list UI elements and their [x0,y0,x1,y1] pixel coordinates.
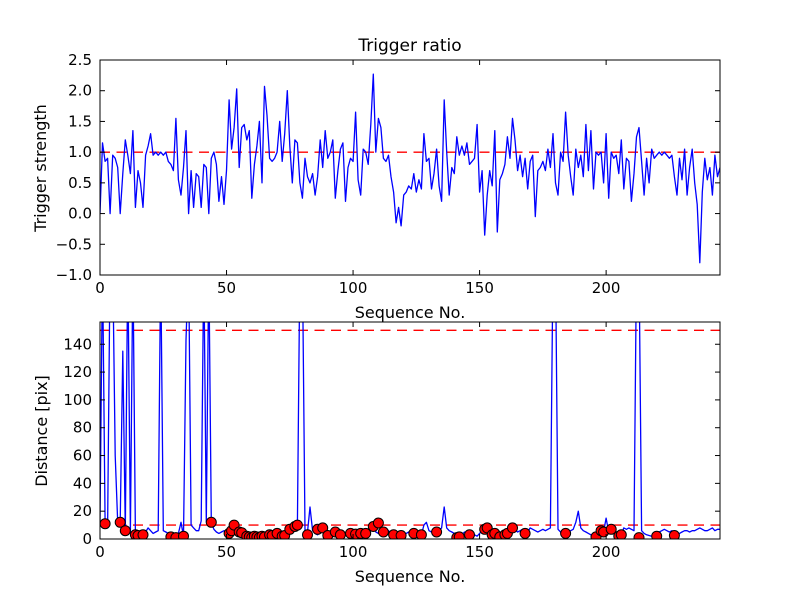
detected-points-marker [205,516,217,528]
y-tick-label: 0.0 [68,205,92,223]
x-tick-label: 50 [217,279,236,297]
detected-points-marker [415,529,427,539]
x-tick-label: 200 [592,543,621,561]
detected-points-marker [519,527,531,539]
detected-points-marker [360,527,372,539]
x-tick-label: 0 [95,543,105,561]
distance-axes: 0 50 100 150 200 0 20 40 60 80 100 120 140 [63,321,721,561]
detected-points-marker [114,516,126,528]
detected-points-marker [431,526,443,538]
chart-title: Trigger ratio [357,36,461,56]
bottom-y-axis-label: Distance [pix] [32,375,51,487]
y-tick-label: 60 [73,447,92,465]
detected-points-marker [507,522,518,534]
y-tick-label: −1.0 [56,266,92,284]
x-tick-label: 50 [217,543,236,561]
detected-points-marker [100,518,111,530]
x-tick-label: 150 [465,279,494,297]
axes-frame [99,59,721,276]
detected-points-marker [560,527,572,539]
y-tick-label: 1.0 [68,143,92,161]
axes-frame [99,321,721,540]
detected-points-marker [119,525,131,537]
detected-points-marker [317,522,329,534]
detected-points-marker [178,530,189,539]
detected-points-marker [633,532,645,539]
x-tick-label: 150 [465,543,494,561]
trigger-strength-line [100,73,720,264]
detected-points-marker [377,526,389,538]
detected-points-marker [334,529,346,539]
y-tick-label: 140 [63,335,92,353]
y-tick-label: 2.0 [68,82,92,100]
trigger-ratio-axes: 0 50 100 150 200 −1.0 −0.5 0.0 0.5 1.0 1.5 2.0 2.5 [56,51,721,297]
detected-points-marker [615,529,627,539]
y-tick-label: 80 [73,419,92,437]
y-tick-label: 40 [73,474,92,492]
plot-area-0 [100,73,720,264]
y-tick-label: −0.5 [56,235,92,253]
x-tick-label: 100 [339,279,368,297]
top-y-axis-label: Trigger strength [31,104,50,233]
top-x-axis-label: Sequence No. [355,303,466,322]
detected-points-marker [291,519,303,531]
detected-points-marker [302,529,313,539]
x-tick-label: 100 [339,543,368,561]
bottom-x-axis-label: Sequence No. [355,567,466,586]
detected-points-marker [453,531,465,539]
detected-points-marker [605,523,617,535]
y-tick-label: 100 [63,391,92,409]
detected-points-marker [668,530,680,539]
y-tick-label: 20 [73,502,92,520]
y-tick-label: 1.5 [68,112,92,130]
y-tick-label: 2.5 [68,51,92,69]
x-tick-label: 0 [95,279,105,297]
y-tick-label: 120 [63,363,92,381]
x-tick-label: 200 [592,279,621,297]
plot-area-1 [100,322,720,539]
y-tick-label: 0.5 [68,174,92,192]
y-tick-label: 0 [82,530,92,548]
detected-points-marker [395,530,407,539]
detected-points-marker [464,529,475,539]
detected-points-marker [651,530,663,539]
detected-points-marker [137,529,149,539]
detected-points-marker [372,517,384,529]
